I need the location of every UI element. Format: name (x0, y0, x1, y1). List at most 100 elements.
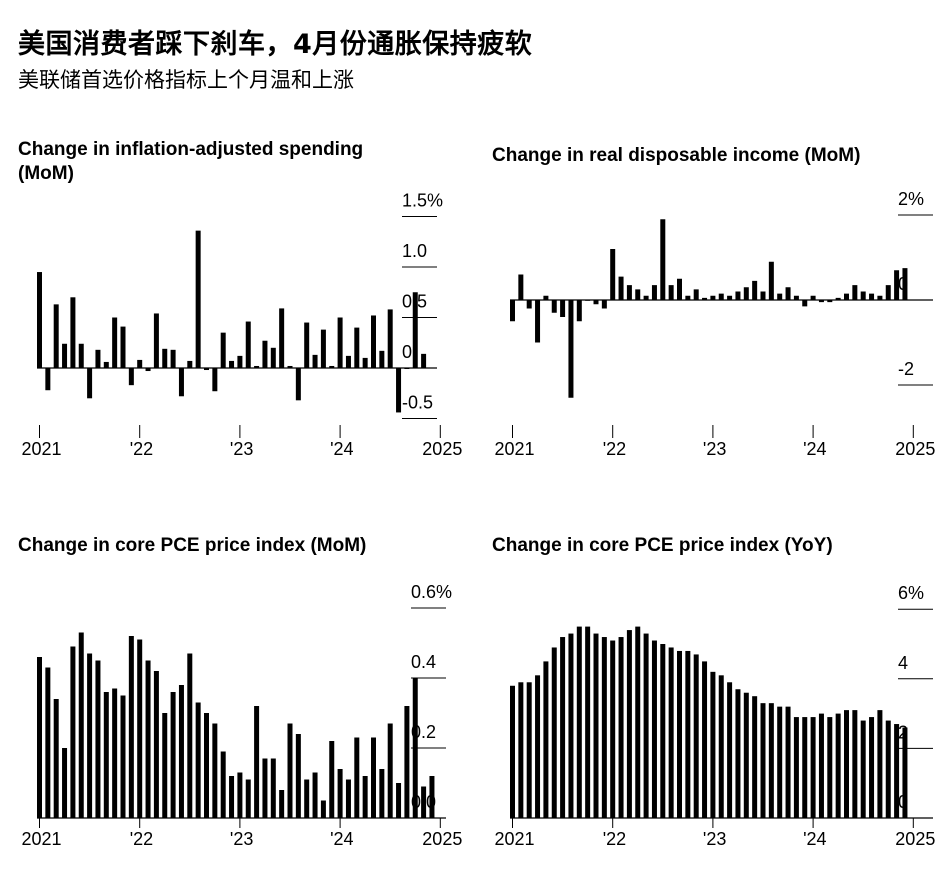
bar (535, 675, 541, 818)
bar (204, 713, 209, 818)
bar (526, 300, 532, 309)
bar (78, 632, 84, 818)
bar (329, 741, 335, 818)
bar (727, 682, 733, 818)
bar (576, 300, 582, 322)
bar (162, 713, 168, 818)
bar (852, 285, 858, 300)
bar (112, 317, 118, 368)
y-tick-label: 0 (402, 342, 412, 362)
page-subtitle: 美联储首选价格指标上个月温和上涨 (18, 68, 354, 92)
bar (643, 633, 649, 818)
bar (387, 309, 393, 368)
bar (818, 713, 824, 818)
bar (810, 295, 816, 300)
bar (387, 723, 393, 818)
bar (869, 293, 875, 300)
bar (877, 710, 883, 818)
bar (894, 270, 900, 300)
bar (835, 713, 841, 818)
bar (187, 653, 193, 818)
bar (354, 737, 360, 818)
bar (87, 653, 93, 818)
bar (128, 368, 134, 386)
bar (245, 779, 251, 818)
bar (137, 359, 143, 368)
y-tick-label: 0.4 (411, 652, 436, 672)
bar (768, 261, 774, 300)
bar (560, 300, 566, 317)
bar (635, 289, 641, 300)
bar (262, 758, 268, 818)
bar (362, 357, 368, 368)
x-tick-label: '24 (803, 439, 826, 459)
bar (371, 737, 376, 818)
bar (95, 349, 101, 368)
bar (885, 720, 891, 818)
bar (743, 692, 749, 818)
bar (885, 285, 891, 300)
bar (237, 772, 243, 818)
bar (279, 308, 285, 368)
bar (601, 300, 607, 309)
bar (610, 640, 616, 818)
x-tick-label: '23 (230, 439, 253, 459)
bar (702, 661, 708, 818)
bar (396, 783, 402, 818)
bar (170, 349, 176, 368)
bar (568, 300, 574, 398)
bar (421, 353, 427, 368)
bar (877, 295, 883, 300)
bar (120, 326, 126, 368)
bar (718, 675, 724, 818)
chart-title-income: Change in real disposable income (MoM) (492, 145, 861, 166)
bar (404, 706, 410, 818)
bar (860, 720, 866, 818)
bar (120, 695, 126, 818)
bar (254, 706, 260, 818)
y-tick-label: 2% (898, 189, 924, 209)
x-tick-label: 2025 (422, 829, 462, 849)
bar (844, 293, 849, 300)
bar (760, 703, 766, 818)
bar (585, 626, 591, 818)
bar (535, 300, 541, 343)
bar (162, 348, 168, 368)
bar (760, 291, 766, 300)
bar (601, 637, 607, 818)
bar (345, 355, 351, 368)
bar (902, 268, 908, 300)
bar (718, 293, 724, 300)
bar (793, 717, 799, 818)
bar (802, 300, 808, 307)
x-tick-label: 2021 (22, 829, 62, 849)
x-tick-label: 2021 (22, 439, 62, 459)
bar (785, 706, 791, 818)
bar (212, 368, 218, 392)
bar (62, 748, 68, 818)
bar (860, 291, 866, 300)
bar (112, 688, 118, 818)
bar (320, 800, 326, 818)
bar (70, 646, 76, 818)
bar (220, 332, 226, 368)
bar (710, 671, 716, 818)
bar (668, 647, 674, 818)
bar (585, 300, 591, 301)
bar (304, 322, 310, 368)
bar (153, 313, 159, 368)
chart-title-spending: Change in inflation-adjusted spending (M… (18, 139, 364, 184)
bar (337, 317, 343, 368)
bar (626, 630, 632, 818)
bar (818, 300, 824, 303)
bar (237, 355, 243, 368)
bar (610, 249, 616, 300)
bar (53, 304, 59, 368)
bar (220, 751, 226, 818)
bar (802, 717, 808, 818)
bar (651, 640, 657, 818)
bar (752, 280, 758, 300)
bar (37, 272, 42, 368)
bar (768, 703, 774, 818)
bar (735, 291, 741, 300)
